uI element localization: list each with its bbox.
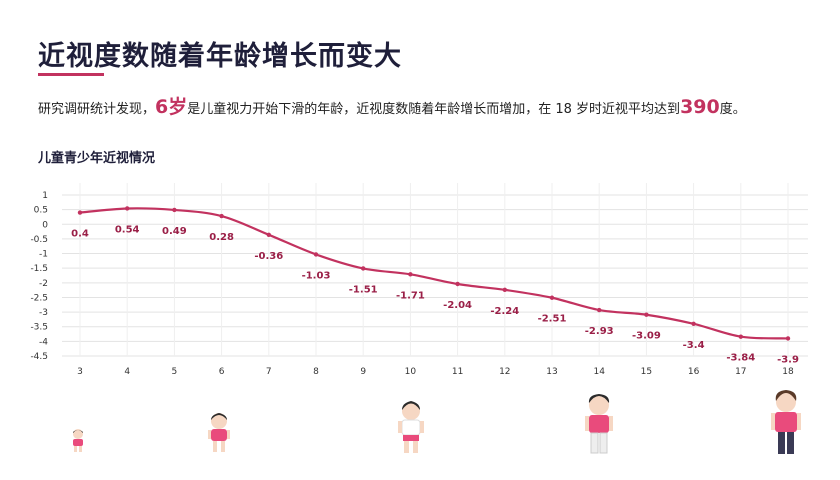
data-point <box>549 295 555 300</box>
y-tick-label: -1.5 <box>30 264 48 274</box>
intro-pre: 研究调研统计发现， <box>38 102 156 117</box>
data-label: -1.51 <box>349 284 378 295</box>
data-label: -1.71 <box>396 290 425 301</box>
x-tick-label: 11 <box>452 367 463 377</box>
data-label: -3.84 <box>726 353 755 364</box>
data-label: 0.54 <box>115 224 140 235</box>
data-label: -2.51 <box>538 314 567 325</box>
intro-mid: 是儿童视力开始下滑的年龄，近视度数随着年龄增长而增加，在 18 岁时近视平均达到 <box>187 102 681 117</box>
series-line <box>79 207 789 340</box>
y-tick-label: -3.5 <box>30 323 48 333</box>
y-tick-label: -3 <box>39 308 48 318</box>
child-toddler-icon <box>73 429 83 452</box>
x-tick-label: 9 <box>360 367 366 377</box>
child-small-icon <box>208 413 230 452</box>
y-tick-label: 1 <box>42 191 48 201</box>
x-tick-label: 14 <box>593 367 605 377</box>
data-label: -3.4 <box>683 340 705 351</box>
data-point <box>125 206 130 211</box>
teen-icon <box>585 394 613 454</box>
data-point <box>361 266 366 271</box>
x-tick-label: 6 <box>219 367 225 377</box>
x-tick-label: 10 <box>405 367 417 377</box>
x-tick-label: 5 <box>172 367 178 377</box>
x-tick-label: 18 <box>782 367 794 377</box>
data-point <box>597 307 602 313</box>
intro-text: 研究调研统计发现，6岁是儿童视力开始下滑的年龄，近视度数随着年龄增长而增加，在 … <box>38 92 746 119</box>
x-tick-label: 17 <box>735 367 746 377</box>
x-tick-label: 8 <box>313 367 319 377</box>
data-label: -2.04 <box>443 300 472 311</box>
x-tick-label: 12 <box>499 367 510 377</box>
intro-age-highlight: 6岁 <box>155 96 188 118</box>
data-label: -2.93 <box>585 326 614 337</box>
x-tick-label: 13 <box>546 367 557 377</box>
data-point <box>172 207 177 213</box>
y-tick-label: -1 <box>39 250 48 260</box>
data-point <box>691 321 696 326</box>
data-label: 0.4 <box>71 229 89 240</box>
x-tick-label: 3 <box>77 367 83 377</box>
child-icon <box>398 401 424 453</box>
y-tick-label: -0.5 <box>30 235 48 245</box>
data-point <box>408 272 413 277</box>
y-tick-label: 0 <box>42 220 48 230</box>
intro-post: 度。 <box>719 102 746 117</box>
teen-tall-icon <box>771 390 801 454</box>
x-tick-label: 16 <box>688 367 700 377</box>
data-label: 0.28 <box>209 232 234 243</box>
data-label: -1.03 <box>302 270 331 281</box>
data-point <box>219 213 224 219</box>
intro-value-highlight: 390 <box>680 96 720 118</box>
y-tick-label: 0.5 <box>34 206 48 216</box>
data-point <box>785 336 791 341</box>
data-label: -0.36 <box>254 251 283 262</box>
data-label: -2.24 <box>490 306 519 317</box>
x-tick-label: 7 <box>266 367 272 377</box>
y-tick-label: -2.5 <box>30 293 48 303</box>
chart-title: 儿童青少年近视情况 <box>38 151 156 166</box>
title-underline <box>38 73 104 76</box>
y-tick-label: -4 <box>39 337 48 347</box>
x-tick-label: 15 <box>641 367 652 377</box>
page-title: 近视度数随着年龄增长而变大 <box>38 41 402 72</box>
y-tick-label: -2 <box>39 279 48 289</box>
data-point <box>738 334 743 339</box>
data-point <box>77 210 83 215</box>
data-point <box>502 287 507 293</box>
data-point <box>644 312 649 317</box>
data-label: -3.9 <box>777 354 799 365</box>
data-point <box>455 281 460 287</box>
data-point <box>266 232 271 238</box>
x-tick-label: 4 <box>124 367 130 377</box>
data-label: 0.49 <box>162 226 187 237</box>
data-label: -3.09 <box>632 331 661 342</box>
y-tick-label: -4.5 <box>30 352 48 362</box>
data-point <box>313 252 319 257</box>
